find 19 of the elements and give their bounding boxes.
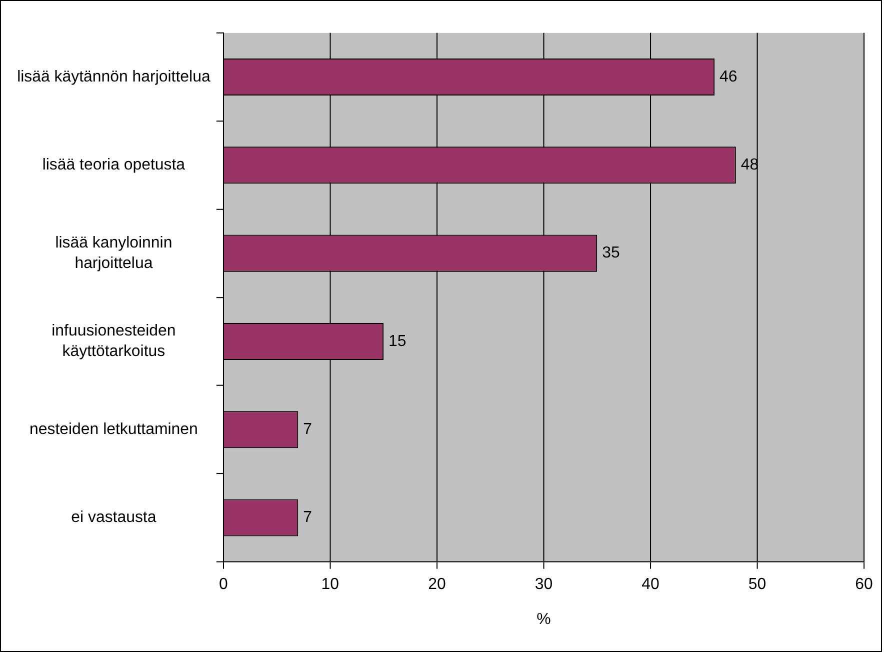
- data-label: 15: [388, 332, 406, 350]
- data-label: 7: [303, 509, 312, 526]
- y-tick-label: lisää teoria opetusta: [42, 156, 186, 174]
- x-tick-label: 20: [428, 576, 446, 593]
- x-tick-label: 10: [321, 576, 340, 593]
- x-tick-label: 60: [855, 576, 874, 593]
- x-tick-label: 50: [748, 576, 766, 593]
- data-label: 35: [602, 244, 620, 262]
- y-tick-label: ei vastausta: [71, 509, 156, 526]
- y-tick-label: infuusionesteiden käyttötarkoitus: [52, 322, 176, 360]
- x-axis-title: %: [536, 610, 551, 628]
- x-tick-label: 40: [642, 576, 660, 593]
- y-tick-label: nesteiden letkuttaminen: [29, 421, 198, 438]
- data-label: 46: [720, 68, 738, 86]
- data-label: 7: [303, 421, 312, 438]
- x-tick-label: 0: [218, 576, 228, 593]
- x-tick-label: 30: [534, 576, 553, 593]
- y-tick-label: lisää kanyloinnin harjoittelua: [55, 234, 172, 272]
- y-tick-label: lisää käytännön harjoittelua: [17, 68, 210, 86]
